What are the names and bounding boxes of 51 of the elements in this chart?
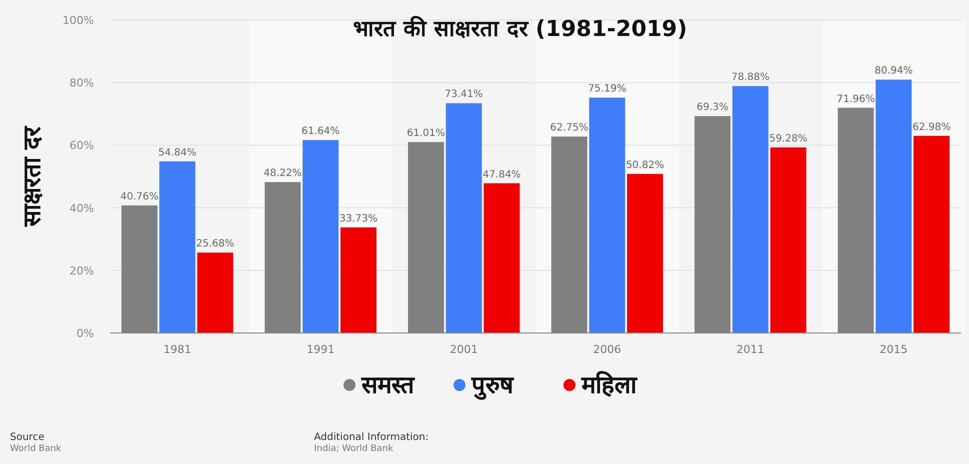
y-tick-label: 20% [70,264,94,278]
data-label: 62.75% [550,122,588,134]
text: Source [10,432,44,443]
data-label: 50.82% [626,160,664,171]
data-label: 69.3% [696,102,728,114]
y-axis-title: साक्षरता दर [18,125,46,228]
bar [197,252,234,333]
data-label: 71.96% [836,94,875,105]
legend-label: पुरुष [470,371,514,400]
x-tick-label: 1981 [163,343,192,356]
x-tick-label: 1991 [306,343,335,356]
bar [914,136,950,333]
bar [876,80,912,333]
x-tick-label: 2006 [593,343,622,356]
bar [589,98,626,333]
x-tick-label: 2001 [450,343,478,356]
bar [770,147,806,333]
data-label: 59.28% [769,133,808,144]
data-label: 61.64% [302,126,340,138]
y-tick-label: 60% [70,139,94,152]
data-label: 25.68% [196,238,234,250]
x-tick-label: 2015 [880,343,908,356]
data-label: 48.22% [264,168,302,180]
bar [484,183,520,333]
data-label: 78.88% [731,72,770,84]
text: India; World Bank [314,444,394,454]
data-label: 40.76% [120,191,159,202]
y-tick-label: 40% [70,202,94,215]
data-label: 75.19% [588,84,626,95]
data-label: 61.01% [406,128,446,140]
text: World Bank [10,444,62,454]
x-tick-label: 2011 [736,343,764,356]
bar [159,161,196,333]
legend-label: समस्त [360,371,416,399]
bar [627,174,664,333]
data-label: 62.98% [912,122,951,133]
data-label: 47.84% [482,169,521,180]
bar [732,86,768,333]
data-label: 80.94% [874,66,913,77]
y-tick-label: 100% [62,14,94,27]
bar [340,227,376,333]
chart-title: भारत की साक्षरता दर (1981-2019) [352,15,688,42]
data-label: 54.84% [158,147,196,158]
y-tick-label: 80% [70,76,94,90]
text: Additional Information: [314,432,429,443]
data-label: 73.41% [444,89,483,100]
bar [302,140,339,333]
legend-label: महिला [580,371,638,399]
y-tick-label: 0% [76,327,94,340]
bar [446,103,482,333]
data-label: 33.73% [339,213,378,224]
